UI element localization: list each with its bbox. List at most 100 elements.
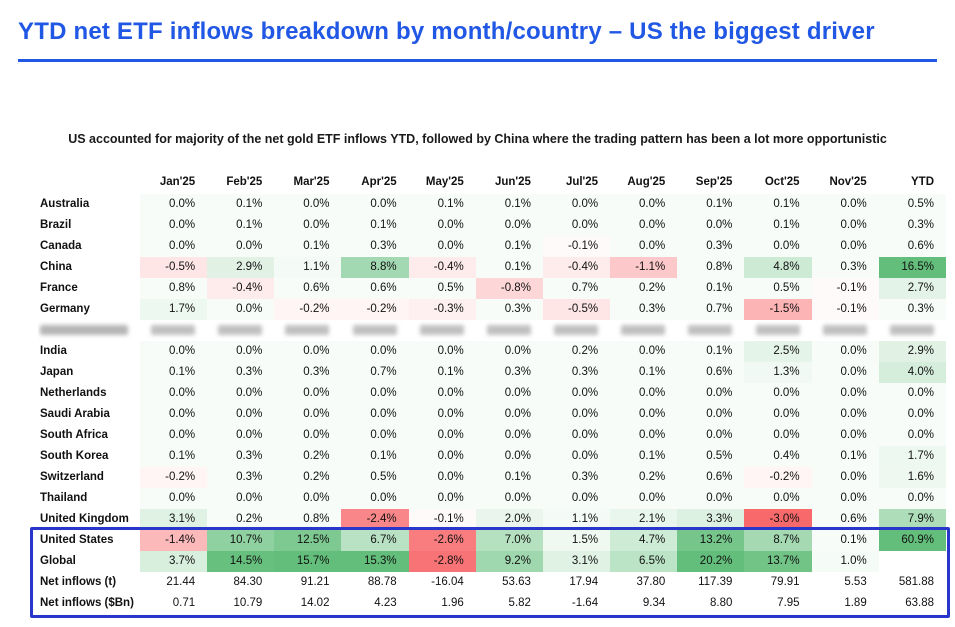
redacted-label-blob (40, 325, 128, 336)
cell-saudi-arabia-jan-25: 0.0% (140, 403, 208, 425)
cell-united-kingdom-feb-25: 0.2% (207, 508, 275, 530)
cell-net-inflows-bn-sep-25: 8.80 (710, 597, 733, 610)
cell-south-korea-jan-25: 0.1% (140, 445, 208, 467)
cell-net-inflows-bn-nov-25: 1.89 (844, 597, 867, 610)
cell-netherlands-mar-25: 0.0% (274, 382, 342, 404)
cell-china-jan-25: -0.5% (140, 256, 208, 278)
cell-net-inflows-bn-jun-25: 5.82 (508, 597, 531, 610)
cell-thailand-jun-25: 0.0% (475, 487, 543, 509)
cell-china-ytd: 16.5% (878, 256, 946, 278)
cell-global-may-25: -2.8% (408, 550, 476, 572)
cell-global-mar-25: 15.7% (274, 550, 342, 572)
cell-netherlands-jul-25: 0.0% (542, 382, 611, 404)
cell-australia-apr-25: 0.0% (341, 193, 409, 215)
cell-net-inflows-t-may-25: -16.04 (431, 576, 464, 589)
redacted-cell-blob (218, 325, 263, 336)
cell-japan-mar-25: 0.3% (274, 361, 342, 383)
cell-united-kingdom-jul-25: 1.1% (542, 508, 611, 530)
etf-flows-table-wrap: Jan'25 Feb'25 Mar'25 Apr'25 May'25 Jun'25 Jul'… (30, 170, 950, 618)
cell-canada-feb-25: 0.0% (207, 235, 275, 257)
cell-germany-jul-25: -0.5% (542, 298, 611, 320)
cell-south-africa-mar-25: 0.0% (274, 424, 342, 446)
table-row-australia: Australia 0.0% 0.1% 0.0% 0.0% 0.1% 0.1% 0.0% 0.0… (38, 193, 946, 215)
cell-united-kingdom-apr-25: -2.4% (341, 508, 409, 530)
cell-germany-sep-25: 0.7% (677, 298, 745, 320)
redacted-cell (677, 320, 744, 341)
cell-japan-nov-25: 0.0% (811, 361, 879, 383)
cell-south-korea-jul-25: 0.0% (542, 445, 611, 467)
cell-switzerland-jun-25: 0.1% (475, 466, 543, 488)
cell-net-inflows-t-mar-25: 91.21 (300, 576, 330, 589)
cell-thailand-sep-25: 0.0% (677, 487, 745, 509)
cell-net-inflows-bn-ytd: 63.88 (905, 597, 934, 610)
cell-switzerland-jan-25: -0.2% (140, 466, 208, 488)
cell-china-mar-25: 1.1% (274, 256, 342, 278)
cell-japan-sep-25: 0.6% (677, 361, 745, 383)
cell-saudi-arabia-oct-25: 0.0% (744, 403, 812, 425)
cell-thailand-oct-25: 0.0% (744, 487, 812, 509)
redacted-cell (341, 320, 408, 341)
cell-brazil-jun-25: 0.0% (475, 214, 543, 236)
cell-united-states-jan-25: -1.4% (140, 529, 208, 551)
cell-canada-jan-25: 0.0% (140, 235, 208, 257)
col-header-apr-25: Apr'25 (361, 175, 397, 188)
cell-canada-oct-25: 0.0% (744, 235, 812, 257)
cell-india-mar-25: 0.0% (274, 340, 342, 362)
cell-germany-jan-25: 1.7% (140, 298, 208, 320)
cell-south-africa-jul-25: 0.0% (542, 424, 611, 446)
cell-south-korea-may-25: 0.0% (408, 445, 476, 467)
cell-brazil-may-25: 0.0% (408, 214, 476, 236)
cell-united-states-nov-25: 0.1% (811, 529, 879, 551)
redacted-cell (274, 320, 341, 341)
cell-south-korea-feb-25: 0.3% (207, 445, 275, 467)
cell-china-aug-25: -1.1% (610, 256, 678, 278)
cell-thailand-aug-25: 0.0% (610, 487, 678, 509)
col-header-jun-25: Jun'25 (494, 175, 531, 188)
cell-net-inflows-bn-aug-25: 9.34 (642, 597, 666, 610)
cell-japan-aug-25: 0.1% (610, 361, 678, 383)
cell-netherlands-may-25: 0.0% (408, 382, 476, 404)
cell-south-korea-mar-25: 0.2% (274, 445, 342, 467)
redacted-cell (476, 320, 543, 341)
cell-netherlands-feb-25: 0.0% (207, 382, 275, 404)
cell-south-africa-jan-25: 0.0% (140, 424, 208, 446)
col-header-mar-25: Mar'25 (293, 175, 330, 188)
redacted-cell-blob (285, 325, 330, 336)
redacted-cell (207, 320, 274, 341)
cell-australia-jul-25: 0.0% (542, 193, 611, 215)
col-header-aug-25: Aug'25 (627, 175, 666, 188)
table-row-redacted (38, 320, 946, 341)
cell-thailand-mar-25: 0.0% (274, 487, 342, 509)
cell-south-korea-sep-25: 0.5% (677, 445, 745, 467)
cell-germany-jun-25: 0.3% (475, 298, 543, 320)
redacted-cell (812, 320, 879, 341)
redacted-cell (140, 320, 207, 341)
cell-united-states-aug-25: 4.7% (610, 529, 678, 551)
cell-united-states-apr-25: 6.7% (341, 529, 409, 551)
cell-canada-apr-25: 0.3% (341, 235, 409, 257)
row-label: Australia (40, 198, 90, 211)
row-label: Switzerland (40, 471, 104, 484)
redacted-cell-blob (688, 325, 733, 336)
redacted-cell-blob (554, 325, 599, 336)
cell-net-inflows-t-apr-25: 88.78 (367, 576, 397, 589)
cell-china-oct-25: 4.8% (744, 256, 812, 278)
cell-brazil-ytd: 0.3% (878, 214, 946, 236)
page-title: YTD net ETF inflows breakdown by month/c… (18, 18, 875, 45)
cell-brazil-jan-25: 0.0% (140, 214, 208, 236)
table-row-thailand: Thailand 0.0% 0.0% 0.0% 0.0% 0.0% 0.0% 0.0% 0.0%… (38, 487, 946, 509)
table-row-netherlands: Netherlands 0.0% 0.0% 0.0% 0.0% 0.0% 0.0% 0.0% 0… (38, 382, 946, 404)
redacted-cell-blob (755, 325, 800, 336)
cell-india-apr-25: 0.0% (341, 340, 409, 362)
cell-india-nov-25: 0.0% (811, 340, 879, 362)
cell-saudi-arabia-mar-25: 0.0% (274, 403, 342, 425)
cell-australia-nov-25: 0.0% (811, 193, 879, 215)
table-row-saudi-arabia: Saudi Arabia 0.0% 0.0% 0.0% 0.0% 0.0% 0.0% 0.0%… (38, 403, 946, 425)
cell-india-jul-25: 0.2% (542, 340, 611, 362)
cell-net-inflows-t-oct-25: 79.91 (770, 576, 800, 589)
cell-germany-mar-25: -0.2% (274, 298, 342, 320)
cell-thailand-ytd: 0.0% (878, 487, 946, 509)
cell-canada-sep-25: 0.3% (677, 235, 745, 257)
col-header-feb-25: Feb'25 (226, 175, 263, 188)
